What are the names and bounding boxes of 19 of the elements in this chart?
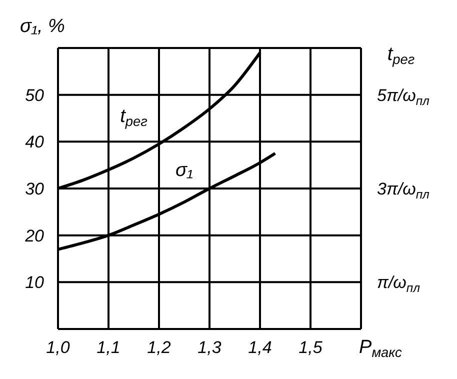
x-tick-label: 1,4 (248, 338, 272, 357)
x-tick-label: 1,1 (96, 338, 120, 357)
x-tick-label: 1,2 (147, 338, 172, 357)
y2-axis-title: t$_{рег}$ (387, 44, 415, 68)
y-tick-label: 10 (25, 273, 45, 292)
y2-tick-label: 3π/ω$_{пл}$ (377, 180, 430, 202)
x-tick-label: 1,3 (198, 338, 222, 357)
y-tick-label: 40 (25, 132, 45, 152)
y-tick-label: 30 (25, 180, 45, 198)
x-tick-label: 1,5 (298, 338, 323, 357)
series-label: t$_{рег}$ (120, 106, 148, 130)
x-tick-label: 1,0 (46, 338, 70, 357)
y-axis-title: σ₁, % (20, 16, 66, 37)
y2-tick-label: π/ω$_{пл}$ (377, 273, 420, 295)
y-tick-label: 20 (24, 226, 45, 246)
series-label: σ₁ (176, 160, 193, 182)
y2-tick-label: 5π/ω$_{пл}$ (377, 86, 430, 108)
x-axis-title: P$_{макс}$ (359, 337, 402, 360)
y-tick-label: 50 (25, 86, 45, 105)
